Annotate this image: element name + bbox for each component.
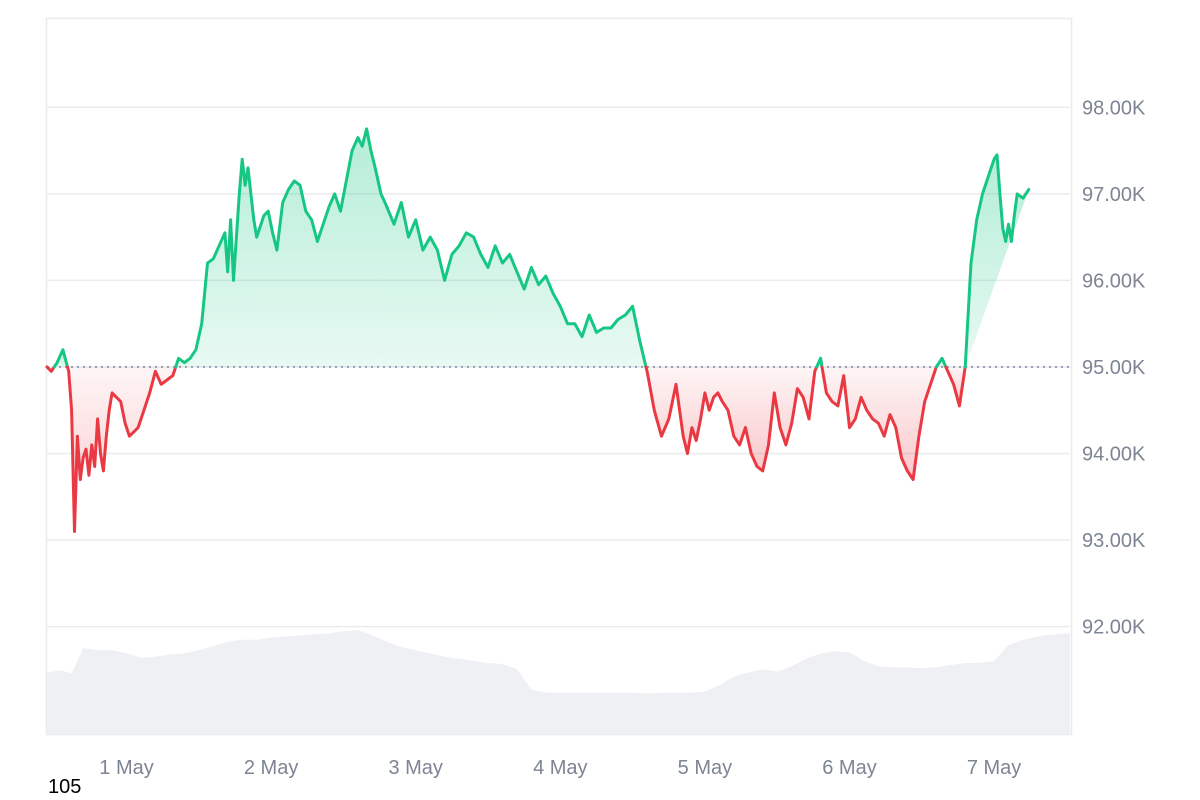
price-line-down-1 [45, 365, 56, 373]
y-tick-label: 97.00K [1082, 184, 1146, 206]
x-tick-label: 4 May [533, 757, 587, 779]
price-line-down-7 [820, 365, 938, 481]
x-tick-label: 6 May [822, 757, 876, 779]
y-tick-label: 93.00K [1082, 530, 1146, 552]
price-line-down-5 [644, 365, 819, 473]
price-area-up-4 [175, 128, 646, 367]
x-axis-ticks: 1 May 2 May 3 May 4 May 5 May 6 May 7 May [99, 757, 1021, 779]
x-tick-label: 1 May [99, 757, 153, 779]
y-tick-label: 96.00K [1082, 270, 1146, 292]
price-line-up-6 [815, 356, 824, 369]
y-tick-label: 95.00K [1082, 357, 1146, 379]
volume-area [47, 630, 1070, 734]
x-tick-label: 7 May [967, 757, 1021, 779]
x-tick-label: 2 May [244, 757, 298, 779]
price-line-down-3 [66, 365, 178, 533]
price-line-up-4 [174, 127, 648, 369]
volume-area-group [47, 630, 1070, 734]
y-axis-ticks: 92.00K 93.00K 94.00K 95.00K 96.00K 97.00K 98.0… [1082, 97, 1146, 638]
price-area-down-3 [67, 367, 176, 532]
price-line-down-9 [944, 365, 967, 408]
price-line-up-2 [52, 348, 69, 369]
x-tick-label: 5 May [678, 757, 732, 779]
y-tick-label: 98.00K [1082, 97, 1146, 119]
price-line-up-8 [934, 356, 948, 369]
price-area-up-10 [965, 154, 1029, 367]
x-tick-label: 3 May [388, 757, 442, 779]
price-line-up-10 [963, 153, 1031, 369]
page-number: 105 [48, 776, 82, 798]
y-tick-label: 92.00K [1082, 617, 1146, 639]
y-tick-label: 94.00K [1082, 444, 1146, 466]
price-line-group [45, 127, 1031, 533]
